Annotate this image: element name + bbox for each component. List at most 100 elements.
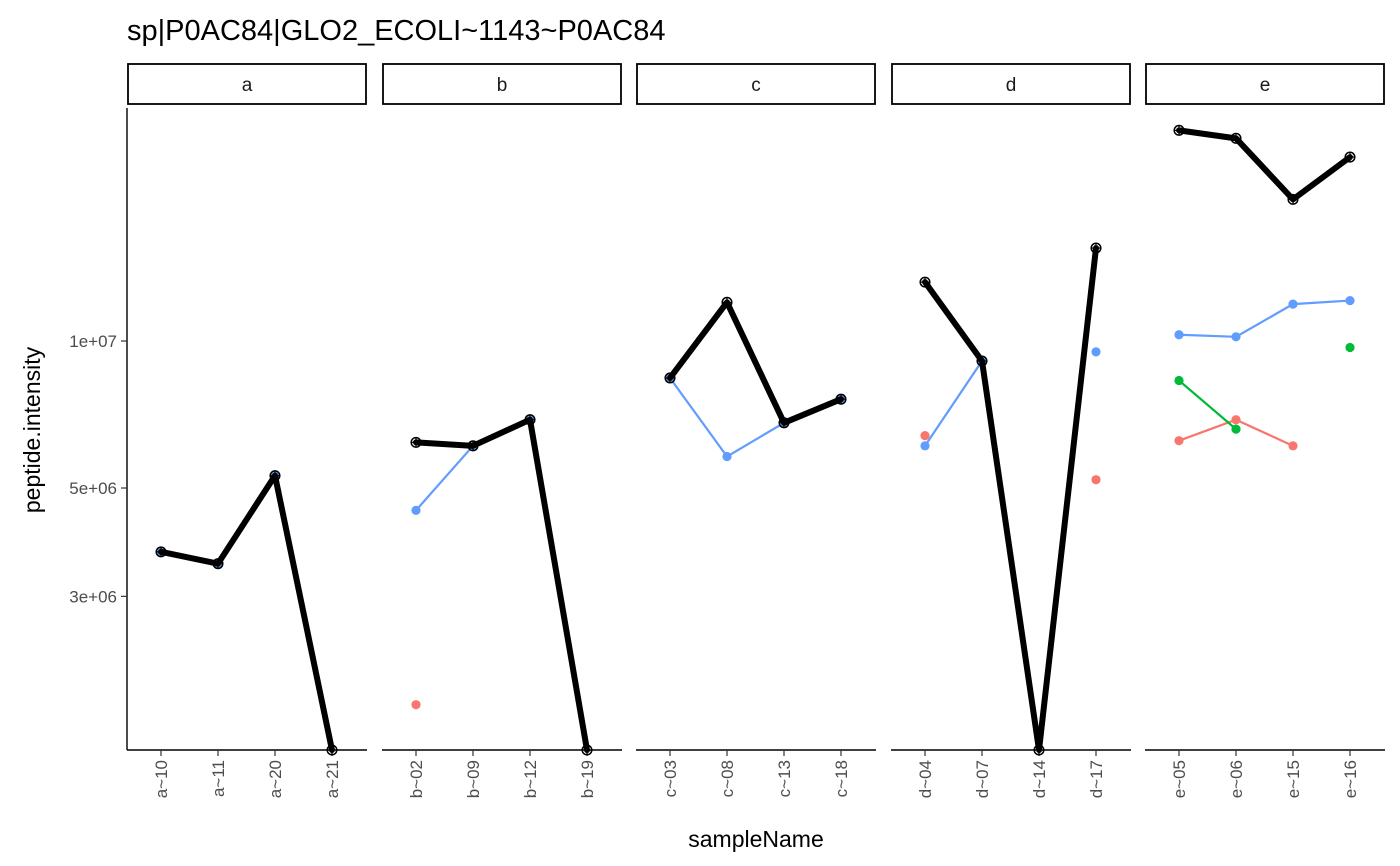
peptide-series-red [411,700,421,710]
facet-panel-a: a a~10 a~11 a~20 a~21 [127,63,367,798]
summary-point [1033,744,1045,756]
peptide-point [722,451,732,462]
summary-series [664,296,847,429]
peptide-point [1091,475,1101,485]
summary-point [1173,124,1185,136]
x-tick-label: e~16 [1341,760,1360,798]
x-tick-label: c~18 [832,760,851,797]
summary-point [467,440,479,452]
y-tick-label: 1e+07 [69,332,117,351]
summary-point [1090,242,1102,254]
peptide-series-blue [1174,295,1355,342]
summary-point [721,296,733,308]
peptide-point [1345,295,1355,306]
facet-strip [127,63,367,105]
facet-strip-label: b [497,75,508,96]
x-tick-label: e~05 [1170,760,1189,798]
peptide-line-segment [415,445,474,512]
x-tick-label: a~11 [209,760,228,797]
summary-point [326,744,338,756]
summary-line [667,299,844,426]
x-tick-label: c~08 [718,760,737,797]
facet-strip-label: c [751,75,761,96]
peptide-point [411,505,421,515]
summary-point [919,276,931,288]
x-tick-label: a~21 [323,760,342,798]
peptide-point [1174,375,1184,386]
summary-point [212,558,224,570]
summary-point [155,546,167,558]
facet-strip [636,63,876,105]
peptide-line-segment [669,377,728,458]
peptide-series-green [1174,342,1355,434]
x-tick-label: b~19 [578,760,597,798]
peptide-line-segment [1178,418,1237,442]
peptide-series-blue [665,373,846,462]
summary-point [1230,132,1242,144]
summary-series [155,470,338,756]
summary-series [919,242,1102,756]
peptide-point [1231,332,1241,342]
y-axis-title: peptide.intensity [19,346,45,513]
facet-strip [1145,63,1385,105]
facet-panel-d: d d~04 d~07 d~14 d~17 [891,63,1131,798]
summary-series [1173,124,1356,205]
peptide-line-segment [1235,418,1294,447]
x-tick-label: b~02 [407,760,426,798]
x-tick-label: e~06 [1227,760,1246,798]
facet-strip [891,63,1131,105]
summary-point [410,436,422,448]
facet-panel-c: c c~03 c~08 c~13 c~18 [636,63,876,797]
x-tick-label: d~14 [1030,760,1049,798]
peptide-point [920,441,930,451]
x-tick-label: b~12 [521,760,540,798]
facet-panel-e: e e~05 e~06 e~15 e~16 [1145,63,1385,798]
peptide-point [1231,424,1241,434]
peptide-point [1231,415,1241,425]
x-tick-label: b~09 [464,760,483,798]
x-tick-label: e~15 [1284,760,1303,798]
x-tick-label: a~10 [152,760,171,798]
summary-line [413,416,590,753]
summary-point [778,417,790,429]
peptide-point [1288,299,1298,309]
summary-point [835,393,847,405]
x-tick-label: a~20 [266,760,285,798]
chart-title: sp|P0AC84|GLO2_ECOLI~1143~P0AC84 [127,15,665,47]
peptide-line-segment [1235,303,1294,338]
y-axis: 3e+06 5e+06 1e+07 [69,108,128,750]
x-tick-label: c~13 [775,760,794,797]
y-tick-label: 3e+06 [69,587,117,606]
y-tick-label: 5e+06 [69,479,117,498]
summary-point [581,744,593,756]
x-tick-label: d~04 [916,760,935,798]
peptide-series-red [1174,415,1298,451]
summary-point [524,414,536,426]
summary-line [1176,127,1353,203]
facet-strip [382,63,622,105]
peptide-point [920,431,930,441]
summary-line [158,472,335,753]
peptide-point [1091,347,1101,357]
peptide-line-segment [1292,299,1351,306]
peptide-series-red [920,431,1101,485]
summary-point [664,372,676,384]
summary-series [410,414,593,756]
summary-point [269,470,281,482]
peptide-series-blue [411,415,535,515]
peptide-line-segment [924,360,983,447]
facet-panel-b: b b~02 b~09 b~12 b~19 [382,63,622,798]
summary-point [1344,151,1356,163]
x-tick-label: c~03 [661,760,680,797]
x-tick-label: d~07 [973,760,992,798]
peptide-point [1174,330,1184,340]
peptide-point [411,700,421,710]
summary-point [976,355,988,367]
peptide-line-segment [726,421,785,458]
peptide-line-segment [1178,333,1237,338]
facet-strip-label: e [1260,75,1271,96]
peptide-line-segment [1178,379,1237,430]
summary-line [922,245,1099,753]
